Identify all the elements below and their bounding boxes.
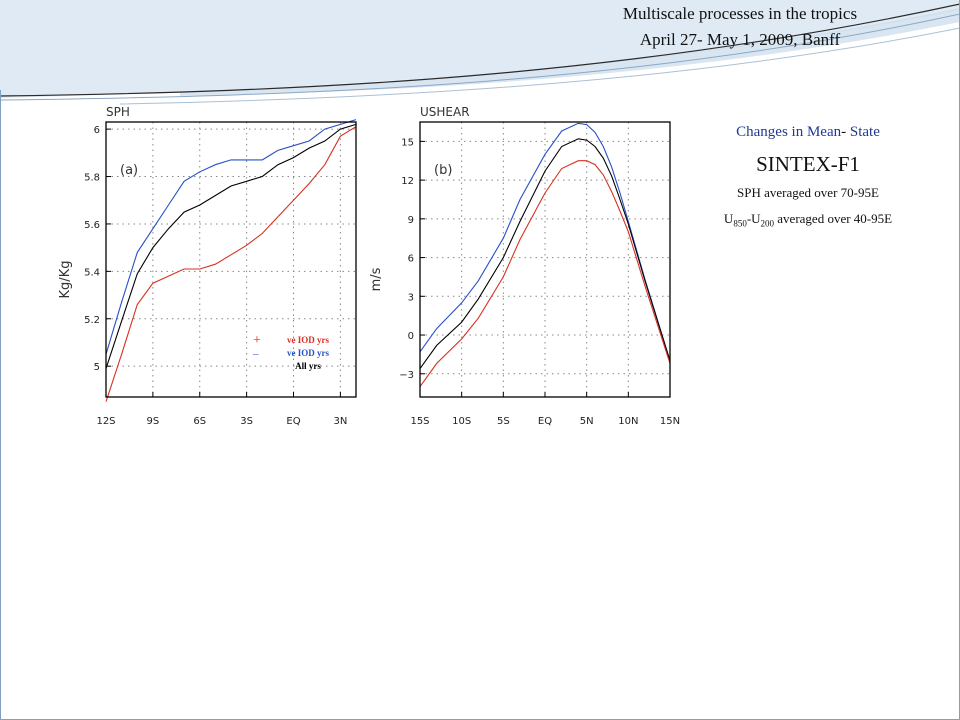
y-tick-label: 5.4 [84,267,100,278]
plot-frame [105,121,357,398]
legend-symbol: + [253,333,261,348]
y-tick-label: 9 [408,215,414,226]
side-heading: Changes in Mean- State [678,124,938,141]
legend-entry: ve IOD yrs [287,348,329,358]
x-tick-label: 5S [497,416,510,427]
y-tick-label: 6 [408,254,414,265]
shear-u: U [723,211,734,226]
swoosh-line-3 [119,27,960,105]
side-heading-part2: State [849,124,880,140]
x-tick-label: 3N [333,416,347,427]
y-tick-label: 15 [401,137,414,148]
y-tick-label: 5.6 [84,220,100,231]
y-tick-label: 0 [408,331,414,342]
chart-title: USHEAR [420,105,470,119]
x-tick-label: EQ [538,416,552,427]
series-line-positive [419,160,671,388]
legend-entry: All yrs [295,361,321,371]
side-heading-part1: Changes in Mean [736,124,842,140]
x-tick-label: 15N [660,416,680,427]
x-tick-label: 10S [452,416,471,427]
shear-dash: -U [746,211,761,226]
x-tick-label: 3S [240,416,253,427]
shear-sub-200: 200 [760,218,775,229]
x-tick-label: 15S [410,416,429,427]
frame-left [0,90,1,720]
panel-label: (a) [120,163,138,178]
series-line-negative [105,119,357,355]
header-title: Multiscale processes in the tropics [622,4,858,23]
y-axis-label: Kg/Kg [58,261,73,299]
shear-average-note: U850-U200 averaged over 40-95E [678,211,938,229]
series-line-positive [105,126,357,402]
chart-panel-ushear: USHEAR 15S 10S 5S EQ 5N 10N 15N −3 0 3 6 9 12 15 m/s (b) [369,105,680,427]
model-name: SINTEX-F1 [756,152,860,176]
panel-label: (b) [434,163,452,178]
swoosh-fill [0,0,960,98]
chart-title: SPH [106,105,130,119]
legend-symbol: – [252,348,259,360]
series-line-negative [419,122,671,361]
side-heading-dash: - [841,124,850,140]
shear-rest: averaged over 40-95E [774,211,893,226]
series-line-all [419,138,671,369]
y-tick-label: 3 [408,292,414,303]
y-tick-label: 5 [94,362,100,373]
y-tick-label: 5.2 [84,315,100,326]
header-date-location: April 27- May 1, 2009, Banff [639,30,841,49]
legend-entry: ve IOD yrs [287,335,329,345]
x-tick-label: 6S [193,416,206,427]
y-tick-label: −3 [399,370,414,381]
sph-average-note: SPH averaged over 70-95E [737,185,879,200]
swoosh-line-1 [0,3,960,97]
x-tick-label: 10N [618,416,638,427]
series-line-all [105,123,357,369]
y-tick-label: 12 [401,176,414,187]
swoosh-line-2 [0,13,960,101]
shear-sub-850: 850 [733,218,747,229]
y-axis-label: m/s [369,267,384,291]
y-tick-label: 5.8 [84,173,100,184]
header-swoosh [0,0,960,105]
y-tick-label: 6 [94,125,100,136]
x-tick-label: 5N [580,416,594,427]
x-tick-label: 12S [96,416,115,427]
x-tick-label: EQ [286,416,300,427]
plot-frame [419,121,671,398]
x-tick-label: 9S [147,416,160,427]
